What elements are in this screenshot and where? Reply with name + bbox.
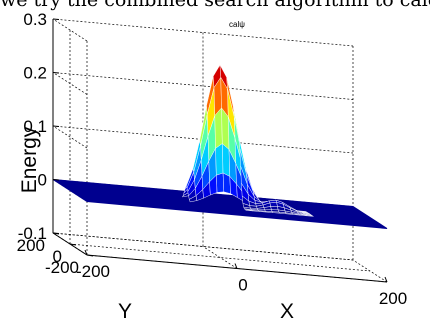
y-tick-mark xyxy=(69,243,77,246)
surface-mesh-peak-1 xyxy=(215,143,224,176)
surface-base-plane xyxy=(52,179,388,229)
z-tick-mark xyxy=(52,179,60,181)
surface-mesh-peak-1 xyxy=(216,172,225,193)
z-tick-label: -0.1 xyxy=(18,224,47,243)
z-tick-label: 0.1 xyxy=(23,117,47,136)
y-tick-label: 0 xyxy=(53,247,62,266)
z-tick-label: 0.3 xyxy=(23,10,47,29)
z-tick-label: 0 xyxy=(38,171,47,190)
x-axis-label: X xyxy=(280,300,294,320)
z-tick-mark xyxy=(52,72,60,74)
x-tick-mark xyxy=(84,249,88,256)
surface-mesh-peak-2 xyxy=(270,206,279,211)
x-tick-mark xyxy=(234,263,238,269)
surface-mesh-peak-2 xyxy=(305,214,314,217)
x-floor-gridline xyxy=(202,246,238,269)
z-tick-mark xyxy=(52,125,60,127)
plot-title: calψ xyxy=(229,20,245,29)
top-caption-label: we try the combined search algorithm to … xyxy=(0,0,430,11)
y-tick-label: -200 xyxy=(45,258,79,277)
y-tick-mark xyxy=(86,254,94,257)
z-axis-label: Energy xyxy=(18,126,41,193)
y-tick-label: 200 xyxy=(17,236,45,255)
x-tick-label: -200 xyxy=(76,262,110,281)
surface-layer xyxy=(52,64,388,229)
surface-mesh-peak-2 xyxy=(269,202,278,207)
y-axis-label: Y xyxy=(118,300,132,320)
x-tick-mark xyxy=(384,276,388,283)
surface-mesh-peak-1 xyxy=(222,172,231,194)
z-tick-mark xyxy=(52,18,60,20)
y-tick-mark xyxy=(52,232,60,235)
z-tick-label: 0.2 xyxy=(23,64,47,83)
x-tick-label: 200 xyxy=(379,289,407,308)
top-caption-text: we try the combined search algorithm to … xyxy=(0,0,430,22)
x-tick-label: 0 xyxy=(238,276,247,295)
